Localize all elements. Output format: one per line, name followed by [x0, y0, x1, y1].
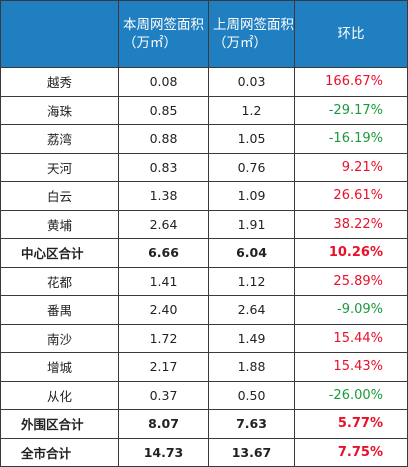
this-week-area-cell: 0.37: [118, 380, 209, 410]
subtotal-row: 中心区合计 6.66 6.04 10.26%: [0, 238, 408, 268]
table-row: 海珠 0.85 1.2 -29.17%: [0, 95, 408, 125]
last-week-area-cell: 6.04: [208, 238, 295, 268]
this-week-area-cell: 1.41: [118, 266, 209, 296]
week-on-week-cell: 10.26%: [294, 238, 408, 268]
table-row: 越秀 0.08 0.03 166.67%: [0, 67, 408, 97]
subtotal-row: 全市合计 14.73 13.67 7.75%: [0, 437, 408, 467]
week-on-week-cell: 15.43%: [294, 352, 408, 382]
table-body: 越秀 0.08 0.03 166.67% 海珠 0.85 1.2 -29.17% 荔湾 0.88 1…: [0, 67, 408, 467]
this-week-area-cell: 0.08: [118, 67, 209, 97]
week-on-week-cell: 15.44%: [294, 323, 408, 353]
this-week-area-cell: 1.72: [118, 323, 209, 353]
last-week-area-cell: 1.88: [208, 352, 295, 382]
this-week-area-cell: 1.38: [118, 181, 209, 211]
this-week-area-cell: 0.85: [118, 95, 209, 125]
this-week-area-cell: 2.64: [118, 209, 209, 239]
this-week-area-cell: 2.17: [118, 352, 209, 382]
district-cell: 白云: [0, 181, 119, 211]
last-week-area-cell: 1.2: [208, 95, 295, 125]
table-row: 花都 1.41 1.12 25.89%: [0, 266, 408, 296]
last-week-area-cell: 0.03: [208, 67, 295, 97]
this-week-area-cell: 0.88: [118, 124, 209, 154]
this-week-area-cell: 0.83: [118, 152, 209, 182]
district-cell: 从化: [0, 380, 119, 410]
this-week-area-cell: 2.40: [118, 295, 209, 325]
week-on-week-cell: 25.89%: [294, 266, 408, 296]
last-week-area-cell: 0.76: [208, 152, 295, 182]
week-on-week-cell: -26.00%: [294, 380, 408, 410]
header-last-week-area: 上周网签面积（万㎡）: [208, 0, 295, 68]
table-row: 天河 0.83 0.76 9.21%: [0, 152, 408, 182]
table-row: 荔湾 0.88 1.05 -16.19%: [0, 124, 408, 154]
district-cell: 荔湾: [0, 124, 119, 154]
district-cell: 增城: [0, 352, 119, 382]
district-cell: 天河: [0, 152, 119, 182]
week-on-week-cell: 9.21%: [294, 152, 408, 182]
district-cell: 海珠: [0, 95, 119, 125]
district-cell: 全市合计: [0, 437, 119, 467]
district-cell: 花都: [0, 266, 119, 296]
table-row: 增城 2.17 1.88 15.43%: [0, 352, 408, 382]
week-on-week-cell: 7.75%: [294, 437, 408, 467]
week-on-week-cell: 26.61%: [294, 181, 408, 211]
district-cell: 越秀: [0, 67, 119, 97]
table-row: 从化 0.37 0.50 -26.00%: [0, 380, 408, 410]
last-week-area-cell: 1.09: [208, 181, 295, 211]
header-district: [0, 0, 119, 68]
district-cell: 中心区合计: [0, 238, 119, 268]
this-week-area-cell: 6.66: [118, 238, 209, 268]
week-on-week-cell: -16.19%: [294, 124, 408, 154]
week-on-week-cell: -29.17%: [294, 95, 408, 125]
table-row: 番禺 2.40 2.64 -9.09%: [0, 295, 408, 325]
district-cell: 黄埔: [0, 209, 119, 239]
last-week-area-cell: 13.67: [208, 437, 295, 467]
table-row: 黄埔 2.64 1.91 38.22%: [0, 209, 408, 239]
table-row: 南沙 1.72 1.49 15.44%: [0, 323, 408, 353]
last-week-area-cell: 0.50: [208, 380, 295, 410]
district-cell: 外围区合计: [0, 409, 119, 439]
table-row: 白云 1.38 1.09 26.61%: [0, 181, 408, 211]
district-cell: 南沙: [0, 323, 119, 353]
table-header: 本周网签面积（万㎡） 上周网签面积（万㎡） 环比: [0, 0, 408, 68]
week-on-week-cell: 38.22%: [294, 209, 408, 239]
header-week-on-week: 环比: [294, 0, 408, 68]
subtotal-row: 外围区合计 8.07 7.63 5.77%: [0, 409, 408, 439]
this-week-area-cell: 8.07: [118, 409, 209, 439]
header-row: 本周网签面积（万㎡） 上周网签面积（万㎡） 环比: [0, 0, 408, 68]
last-week-area-cell: 1.91: [208, 209, 295, 239]
last-week-area-cell: 1.05: [208, 124, 295, 154]
week-on-week-cell: 5.77%: [294, 409, 408, 439]
last-week-area-cell: 2.64: [208, 295, 295, 325]
week-on-week-cell: 166.67%: [294, 67, 408, 97]
header-this-week-area: 本周网签面积（万㎡）: [118, 0, 209, 68]
last-week-area-cell: 1.49: [208, 323, 295, 353]
last-week-area-cell: 1.12: [208, 266, 295, 296]
week-on-week-cell: -9.09%: [294, 295, 408, 325]
district-cell: 番禺: [0, 295, 119, 325]
this-week-area-cell: 14.73: [118, 437, 209, 467]
last-week-area-cell: 7.63: [208, 409, 295, 439]
